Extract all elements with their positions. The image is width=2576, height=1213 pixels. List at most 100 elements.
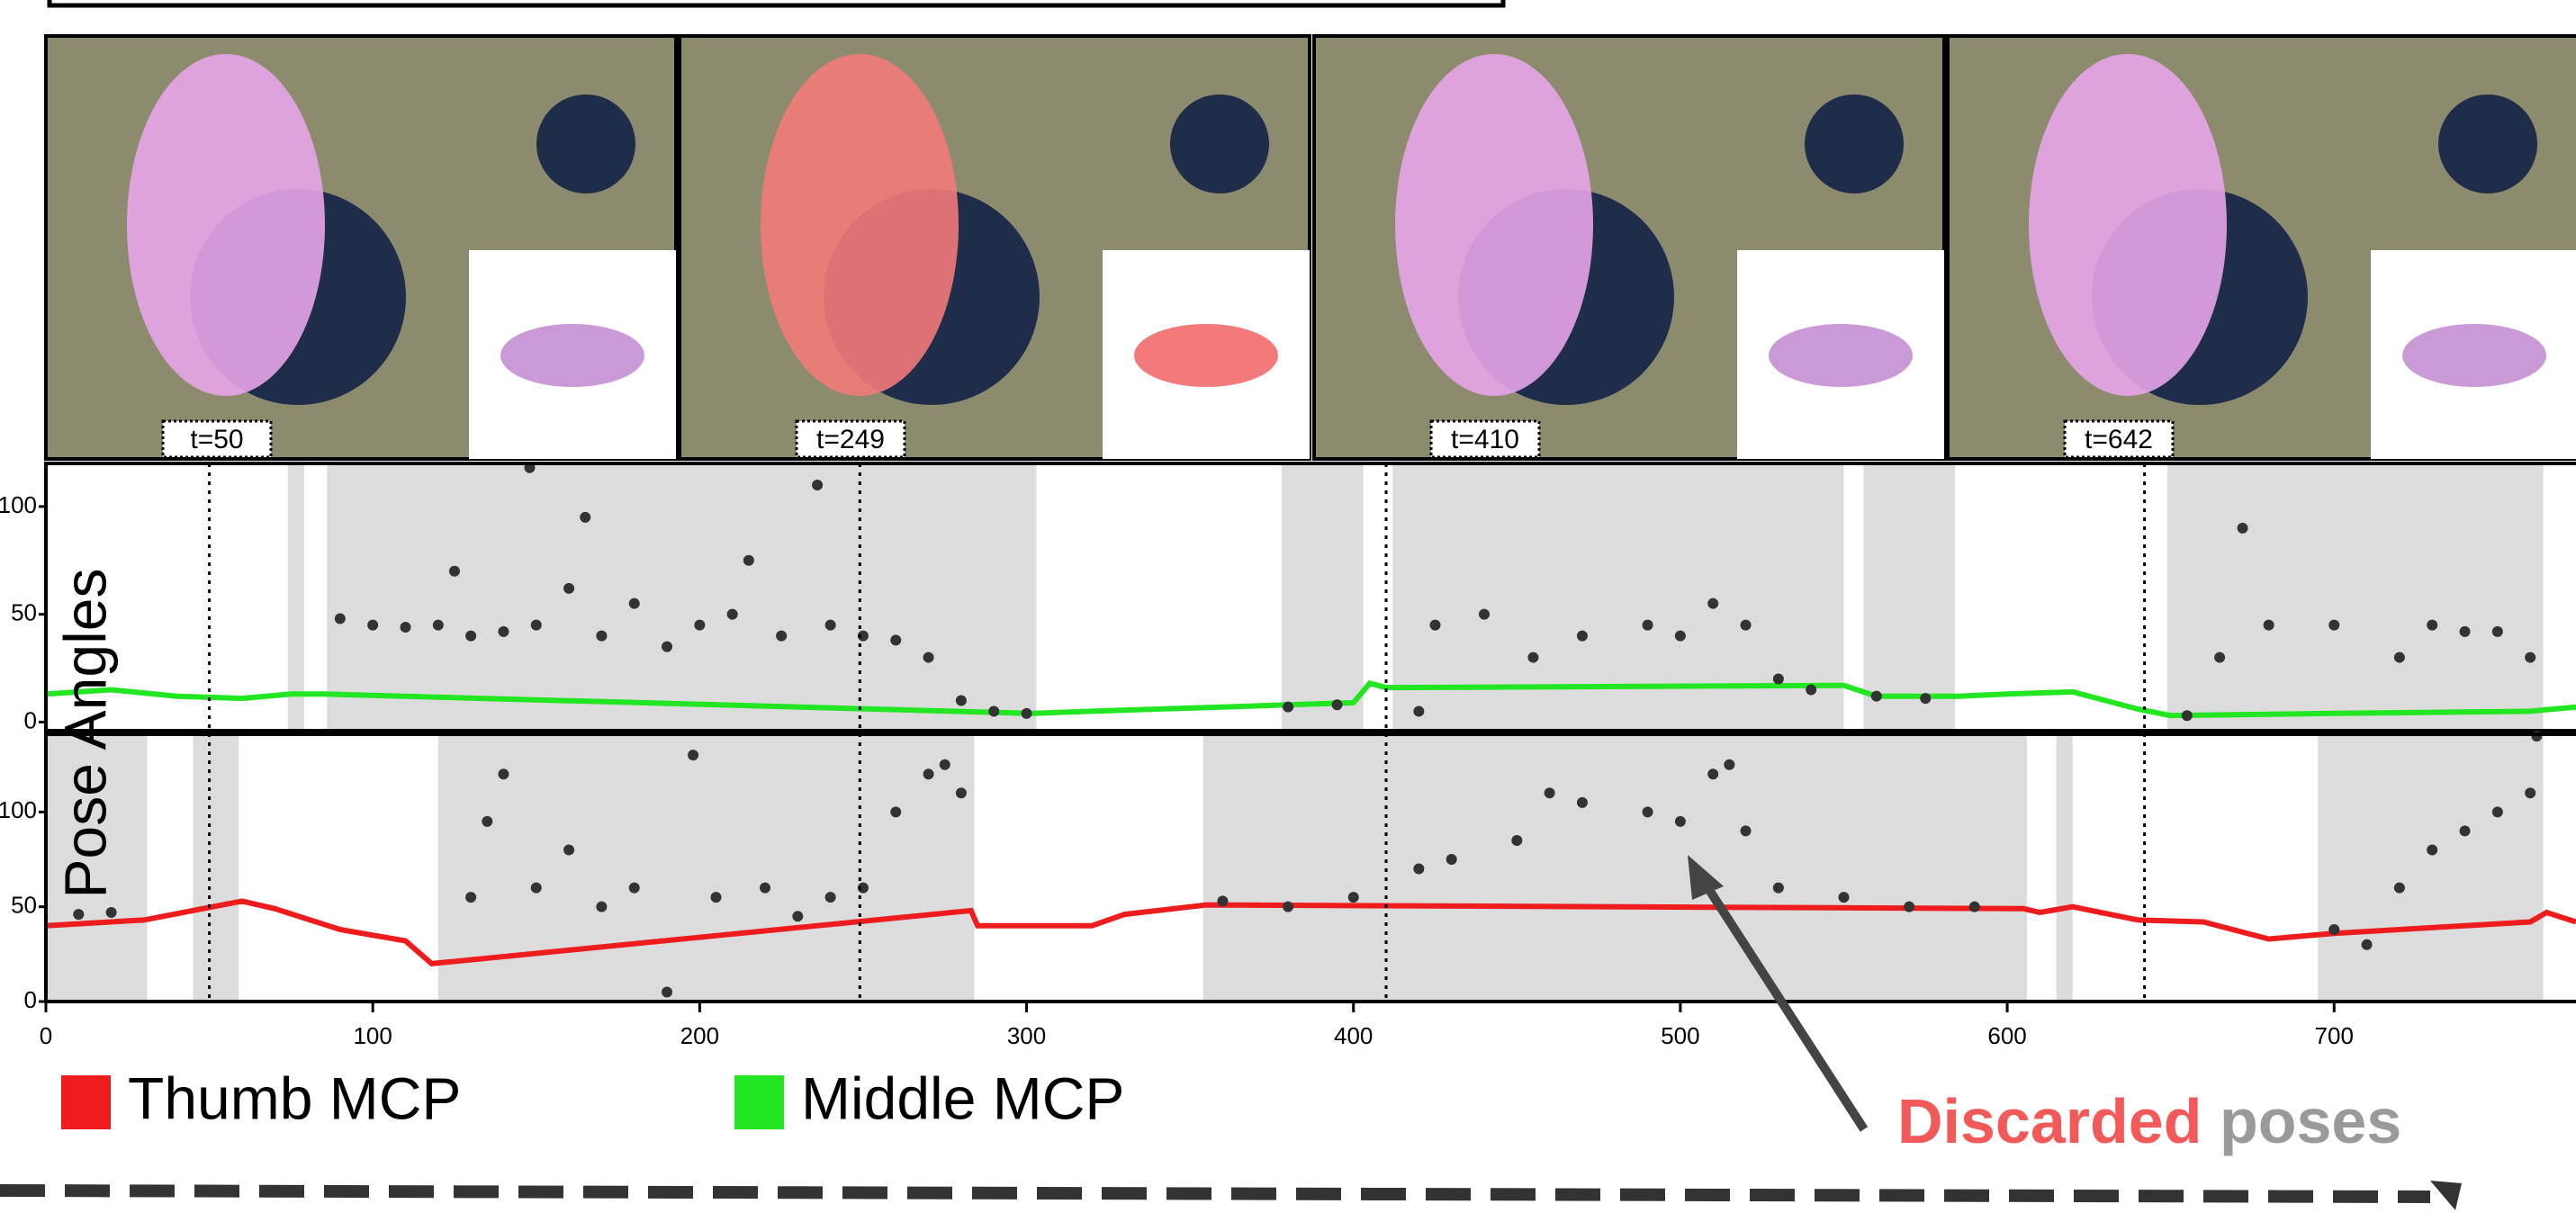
ball-side xyxy=(2438,94,2537,193)
discarded-point xyxy=(1527,652,1538,663)
discarded-point xyxy=(1413,864,1424,875)
discarded-point xyxy=(1332,699,1343,710)
discarded-point xyxy=(2182,710,2193,721)
x-tick-label: 700 xyxy=(2315,1022,2354,1049)
discarded-point xyxy=(531,883,542,894)
discarded-point xyxy=(1675,631,1686,642)
discarded-point xyxy=(2525,787,2535,798)
discarded-point xyxy=(1022,708,1032,719)
discarded-point xyxy=(498,626,509,637)
discarded-range xyxy=(2318,734,2544,1002)
x-tick-label: 100 xyxy=(353,1022,392,1049)
inset-hand xyxy=(500,324,644,387)
discarded-point xyxy=(629,598,640,609)
x-tick-label: 0 xyxy=(40,1022,52,1049)
discarded-point xyxy=(2427,844,2437,855)
inset-hand xyxy=(2402,324,2546,387)
y-axis-label: Pose Angles xyxy=(51,569,118,899)
legend-label: Thumb MCP xyxy=(128,1065,461,1131)
discarded-point xyxy=(825,620,836,631)
hand xyxy=(761,54,959,396)
discarded-point xyxy=(498,768,509,779)
photo-strip: t=50t=249t=410t=642 xyxy=(46,36,2576,459)
frame-label: t=50 xyxy=(190,425,243,454)
discarded-point xyxy=(73,909,84,920)
y-tick-label: 50 xyxy=(11,599,37,626)
discarded-point xyxy=(629,883,640,894)
hand xyxy=(1395,54,1593,396)
discarded-point xyxy=(1920,693,1931,704)
discarded-point xyxy=(792,911,803,921)
discarded-range xyxy=(327,463,1036,731)
discarded-point xyxy=(596,631,607,642)
x-tick-label: 400 xyxy=(1334,1022,1373,1049)
timeline-arrowhead xyxy=(2430,1181,2462,1210)
discarded-point xyxy=(482,816,492,827)
discarded-point xyxy=(1545,787,1555,798)
discarded-range xyxy=(2057,734,2073,1002)
discarded-point xyxy=(1430,620,1441,631)
discarded-point xyxy=(1724,759,1734,770)
y-tick-label: 0 xyxy=(24,706,37,733)
discarded-point xyxy=(1577,631,1588,642)
legend-label: Middle MCP xyxy=(801,1065,1124,1131)
discarded-point xyxy=(1577,797,1588,808)
discarded-range xyxy=(438,734,975,1002)
annotation: Discarded poses xyxy=(1897,1086,2401,1156)
discarded-range xyxy=(1863,463,1955,731)
discarded-point xyxy=(433,620,444,631)
discarded-point xyxy=(2394,652,2405,663)
discarded-point xyxy=(940,759,950,770)
discarded-point xyxy=(890,634,901,645)
discarded-point xyxy=(1643,806,1653,817)
hand xyxy=(2029,54,2227,396)
discarded-point xyxy=(688,750,698,760)
discarded-point xyxy=(1675,816,1686,827)
discarded-point xyxy=(825,892,836,903)
discarded-point xyxy=(2427,620,2437,631)
inset-hand xyxy=(1769,324,1913,387)
discarded-point xyxy=(1479,609,1490,620)
discarded-point xyxy=(1283,702,1293,713)
discarded-point xyxy=(2328,924,2339,935)
x-tick-label: 200 xyxy=(680,1022,719,1049)
x-tick-label: 500 xyxy=(1661,1022,1699,1049)
discarded-point xyxy=(760,883,770,894)
charts: 0501000501000100200300400500600700Pose A… xyxy=(0,463,2576,1049)
discarded-point xyxy=(2492,806,2503,817)
discarded-point xyxy=(1904,902,1914,912)
discarded-point xyxy=(956,787,967,798)
discarded-point xyxy=(2525,652,2535,663)
frame-label: t=410 xyxy=(1451,425,1519,454)
legend-swatch xyxy=(734,1075,784,1129)
discarded-point xyxy=(2394,883,2405,894)
discarded-point xyxy=(1707,768,1718,779)
discarded-point xyxy=(923,768,934,779)
discarded-point xyxy=(1773,883,1784,894)
hand xyxy=(127,54,325,396)
figure: t=50t=249t=410t=642 05010005010001002003… xyxy=(0,0,2576,1213)
discarded-point xyxy=(596,902,607,912)
discarded-point xyxy=(2328,620,2339,631)
page: t=50t=249t=410t=642 05010005010001002003… xyxy=(0,0,2576,1213)
discarded-range xyxy=(2167,463,2544,731)
discarded-point xyxy=(563,844,574,855)
discarded-point xyxy=(1871,691,1882,702)
annotation-rest: poses xyxy=(2220,1086,2401,1156)
y-tick-label: 50 xyxy=(11,892,37,919)
y-tick-label: 100 xyxy=(0,796,37,823)
y-tick-label: 0 xyxy=(24,986,37,1013)
discarded-range xyxy=(193,734,239,1002)
discarded-point xyxy=(335,613,346,624)
discarded-point xyxy=(694,620,705,631)
discarded-point xyxy=(2362,939,2373,950)
discarded-point xyxy=(106,907,117,918)
discarded-point xyxy=(1446,854,1457,865)
discarded-point xyxy=(2238,523,2248,534)
discarded-point xyxy=(580,512,590,523)
discarded-point xyxy=(367,620,378,631)
discarded-point xyxy=(1773,674,1784,685)
discarded-point xyxy=(743,555,754,566)
discarded-point xyxy=(890,806,901,817)
discarded-point xyxy=(988,705,999,716)
